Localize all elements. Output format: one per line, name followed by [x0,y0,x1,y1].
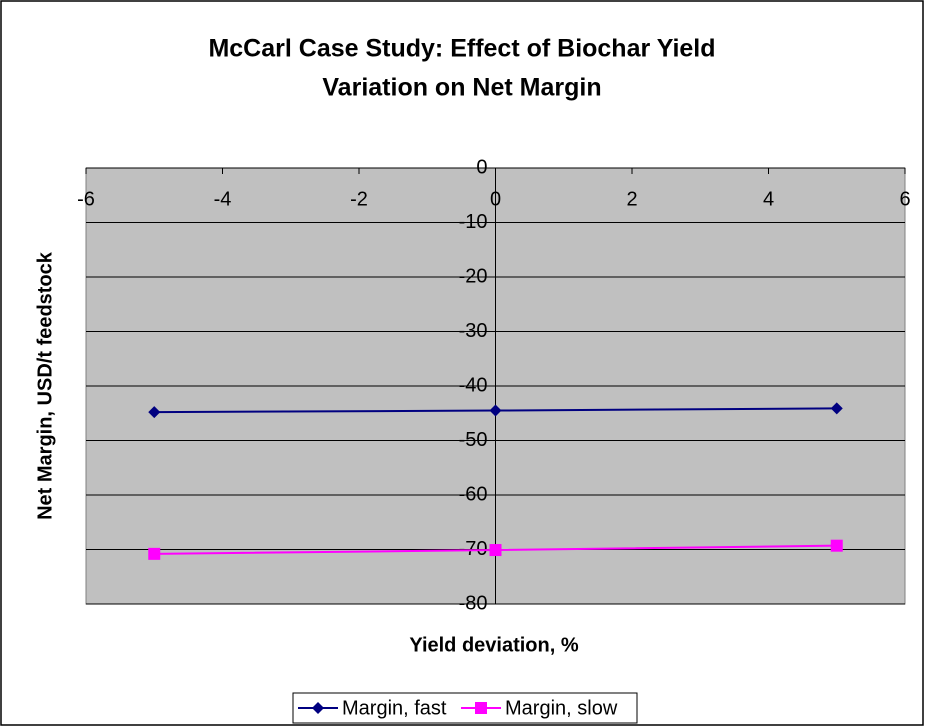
chart-title: Variation on Net Margin [322,74,601,102]
x-tick-label: -4 [214,188,232,210]
legend-marker [475,702,487,714]
legend-label: Margin, slow [505,697,618,719]
x-tick-label: 2 [626,188,637,210]
data-point [148,406,161,419]
x-tick-label: 4 [763,188,774,210]
y-axis-title: Net Margin, USD/t feedstock [34,251,56,520]
data-point [830,402,843,415]
y-tick-label: -70 [459,538,488,560]
y-tick-label: -80 [459,592,488,614]
x-axis-title: Yield deviation, % [409,634,579,656]
y-tick-label: -10 [459,211,488,233]
y-tick-label: -40 [459,374,488,396]
data-point [830,539,843,552]
y-tick-label: -30 [459,320,488,342]
data-point [489,404,502,417]
y-tick-label: -50 [459,429,488,451]
x-tick-label: -2 [350,188,368,210]
x-tick-label: 6 [899,188,910,210]
y-tick-label: 0 [476,156,487,178]
legend-label: Margin, fast [342,697,447,719]
data-point [489,544,502,557]
y-tick-label: -20 [459,265,488,287]
chart-title: McCarl Case Study: Effect of Biochar Yie… [208,35,715,63]
x-tick-label: -6 [77,188,95,210]
legend-marker [312,702,324,714]
data-point [148,547,161,560]
y-tick-label: -60 [459,483,488,505]
